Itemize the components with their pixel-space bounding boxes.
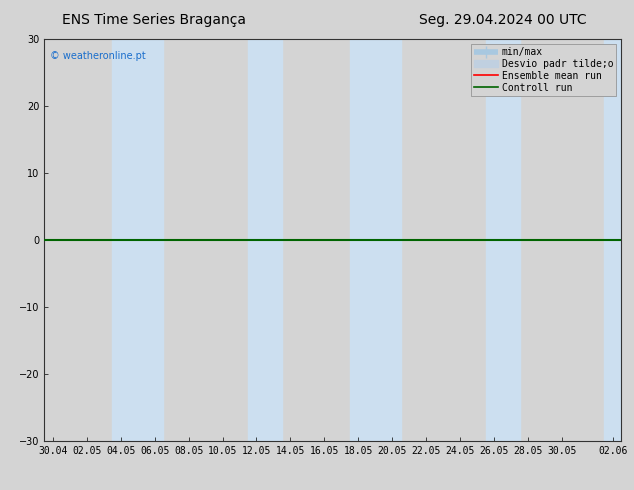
Bar (350, 39, 401, 441)
Bar (604, 39, 621, 441)
Text: Seg. 29.04.2024 00 UTC: Seg. 29.04.2024 00 UTC (419, 13, 587, 27)
Bar (248, 39, 282, 441)
Bar (486, 39, 519, 441)
Legend: min/max, Desvio padr tilde;o, Ensemble mean run, Controll run: min/max, Desvio padr tilde;o, Ensemble m… (471, 44, 616, 96)
Bar (112, 39, 163, 441)
Text: ENS Time Series Bragança: ENS Time Series Bragança (62, 13, 246, 27)
Text: © weatheronline.pt: © weatheronline.pt (50, 51, 146, 61)
